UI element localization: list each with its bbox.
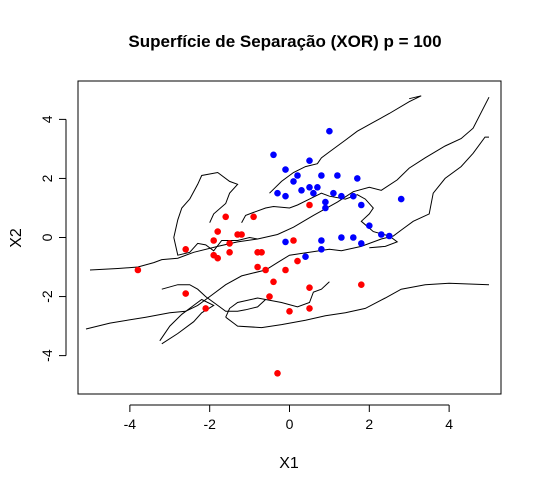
point-series-1-21 (397, 195, 405, 203)
point-series-1-5 (294, 172, 301, 179)
point-series-1-11 (306, 184, 313, 191)
point-series-2-20 (266, 293, 273, 300)
x-axis-label: X1 (279, 455, 299, 472)
point-series-1-19 (354, 175, 361, 182)
point-series-1-9 (282, 192, 289, 200)
y-tick-label-2: -2 (39, 290, 55, 303)
plot-frame (77, 80, 502, 395)
boundary-curve-1 (85, 136, 489, 330)
point-series-1-7 (290, 178, 297, 185)
point-series-1-29 (386, 232, 393, 240)
point-series-1-26 (318, 237, 325, 244)
point-series-1-6 (318, 172, 325, 179)
point-series-2-9 (210, 237, 217, 244)
point-series-1-3 (326, 127, 333, 135)
x-tick-label-5: 4 (445, 416, 453, 432)
point-series-2-18 (262, 266, 269, 274)
boundary-curve-2 (89, 96, 490, 271)
y-axis-label: X2 (8, 228, 25, 248)
point-series-2-14 (250, 213, 257, 221)
boundary-curve-9 (225, 282, 490, 329)
boundary-curve-5 (189, 171, 239, 223)
boundary-curve-8 (159, 298, 215, 345)
point-series-1-17 (338, 192, 345, 200)
boundary-curve-7 (161, 284, 266, 312)
y-tick-label-3: 0 (39, 233, 55, 241)
point-series-1-28 (378, 231, 385, 238)
point-series-2-24 (306, 284, 313, 292)
point-series-1-23 (366, 222, 373, 229)
point-series-2-27 (286, 308, 293, 315)
x-tick-label-4: 2 (365, 416, 373, 432)
point-series-2-1 (134, 266, 142, 274)
point-series-1-4 (282, 166, 289, 173)
point-series-1-30 (282, 238, 289, 246)
point-series-2-10 (214, 228, 221, 235)
y-tick-label-4: 2 (39, 174, 55, 182)
point-series-1-2 (306, 157, 313, 164)
point-series-1-31 (318, 246, 325, 253)
point-series-1-16 (334, 172, 341, 179)
point-series-2-26 (306, 305, 313, 312)
point-series-1-13 (314, 184, 321, 191)
boundary-curve-3 (269, 95, 422, 194)
x-axis: -4 -2 0 2 4 (124, 404, 453, 432)
x-tick-label-2: -2 (203, 416, 216, 432)
point-series-2-4 (202, 305, 209, 312)
point-series-1-8 (274, 189, 281, 197)
point-series-2-29 (274, 370, 281, 377)
point-series-1-15 (330, 189, 337, 197)
point-series-2-12 (214, 254, 221, 262)
point-series-2-22 (294, 257, 301, 265)
point-series-2-17 (254, 263, 261, 271)
point-series-2-21 (282, 266, 289, 274)
boundary-curve-10 (225, 281, 330, 318)
point-series-2-16 (258, 249, 265, 256)
point-series-1-1 (270, 151, 277, 159)
y-axis: -4 -2 0 2 4 (39, 115, 67, 362)
point-series-2-23 (290, 237, 297, 244)
point-series-1-25 (350, 234, 357, 241)
point-series-1-14 (322, 198, 329, 206)
point-series-1-20 (358, 201, 365, 209)
chart-title: Superfície de Separação (XOR) p = 100 (128, 32, 441, 51)
point-series-2-28 (358, 281, 365, 289)
point-series-2-2 (182, 246, 189, 253)
data-points (134, 127, 405, 377)
point-series-2-13 (226, 249, 233, 256)
y-tick-label-5: 4 (39, 115, 55, 123)
point-series-1-24 (338, 234, 345, 241)
point-series-2-8 (226, 240, 233, 247)
point-series-1-32 (302, 253, 309, 260)
x-tick-label-3: 0 (286, 416, 294, 432)
x-tick-label-1: -4 (124, 416, 137, 432)
point-series-1-27 (358, 240, 365, 247)
point-series-1-10 (298, 187, 305, 194)
boundary-curve-4 (173, 198, 258, 256)
point-series-1-18 (350, 192, 357, 200)
y-tick-label-1: -4 (39, 349, 55, 362)
point-series-2-7 (238, 231, 245, 238)
point-series-1-12 (310, 189, 317, 197)
point-series-2-3 (182, 290, 189, 297)
decision-boundary (85, 95, 490, 345)
point-series-1-22 (322, 204, 329, 212)
point-series-2-25 (306, 201, 313, 209)
point-series-2-19 (270, 278, 277, 286)
point-series-2-5 (222, 213, 229, 221)
